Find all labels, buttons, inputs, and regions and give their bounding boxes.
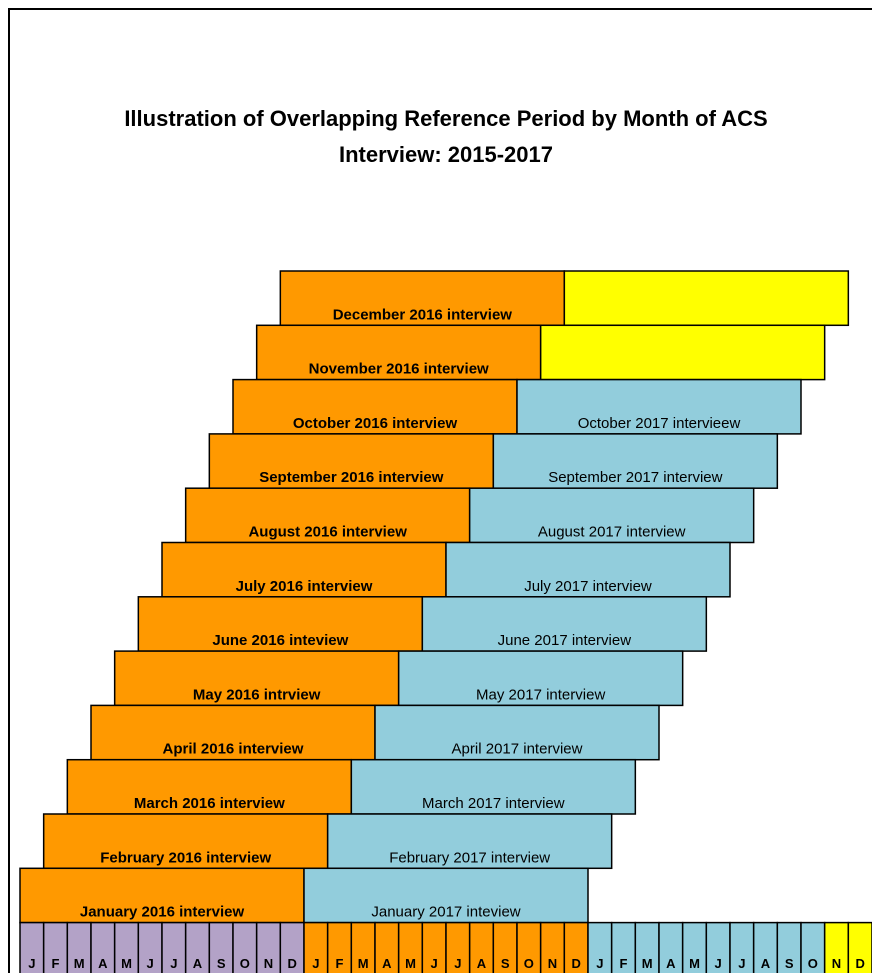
bar-2016 (208, 433, 495, 489)
month-letter: D (287, 956, 296, 971)
month-letter: D (571, 956, 580, 971)
month-letter: F (52, 956, 60, 971)
month-letter: M (689, 956, 700, 971)
month-letter: J (454, 956, 461, 971)
month-letter: J (596, 956, 603, 971)
label-2016: March 2016 interview (134, 795, 285, 812)
month-letter: O (240, 956, 250, 971)
month-letter: J (715, 956, 722, 971)
label-2017: April 2017 interview (452, 741, 583, 758)
month-letter: M (74, 956, 85, 971)
label-2017: May 2017 interview (476, 686, 605, 703)
label-2017: June 2017 interview (498, 632, 632, 649)
label-2016: April 2016 interview (163, 741, 304, 758)
title-line-2: Interview: 2015-2017 (339, 142, 553, 167)
bar-2017 (374, 704, 660, 761)
month-letter: A (98, 956, 108, 971)
month-letter: A (666, 956, 676, 971)
label-2017: September 2017 interview (548, 469, 722, 486)
month-letter: J (28, 956, 35, 971)
bar-2017 (397, 650, 684, 707)
month-letter: J (431, 956, 438, 971)
bar-2017 (445, 541, 731, 598)
month-letter: M (405, 956, 416, 971)
month-letter: A (382, 956, 392, 971)
bar-2017 (492, 433, 779, 489)
label-2016: November 2016 interview (309, 361, 489, 378)
month-letter: O (524, 956, 534, 971)
label-2017: March 2017 interview (422, 795, 565, 812)
month-letter: F (620, 956, 628, 971)
label-2016: May 2016 intrview (193, 686, 321, 703)
month-letter: S (501, 956, 510, 971)
label-2016: June 2016 inteview (212, 632, 348, 649)
bar-2017 (563, 270, 850, 327)
month-letter: F (336, 956, 344, 971)
month-letter: A (477, 956, 487, 971)
label-2016: February 2016 interview (100, 849, 271, 866)
bar-2017 (303, 867, 589, 924)
month-letter: M (642, 956, 653, 971)
bar-2017 (421, 596, 708, 652)
month-letter: N (832, 956, 841, 971)
label-2017: July 2017 interview (524, 578, 652, 595)
label-2016: July 2016 interview (236, 578, 373, 595)
bar-2016 (66, 758, 353, 815)
month-letter: O (808, 956, 818, 971)
bar-2017 (350, 758, 637, 815)
month-letter: M (358, 956, 369, 971)
month-letter: S (785, 956, 794, 971)
bar-2016 (184, 487, 471, 544)
bar-2016 (19, 867, 305, 924)
label-2016: August 2016 interview (248, 524, 407, 541)
bar-2016 (279, 270, 566, 327)
title-line-1: Illustration of Overlapping Reference Pe… (124, 106, 767, 131)
label-2017: January 2017 inteview (371, 904, 520, 921)
label-2017: August 2017 interview (538, 524, 686, 541)
month-letter: S (217, 956, 226, 971)
label-2016: December 2016 interview (333, 306, 513, 323)
bar-2017 (539, 324, 826, 381)
month-letter: D (855, 956, 864, 971)
month-letter: J (738, 956, 745, 971)
month-letter: J (147, 956, 154, 971)
frame (8, 8, 872, 973)
label-2016: October 2016 interview (293, 415, 458, 432)
bar-2016 (42, 813, 329, 870)
month-letter: N (548, 956, 557, 971)
bar-2016 (255, 324, 542, 381)
month-letter: N (264, 956, 273, 971)
label-2017: February 2017 interview (389, 849, 550, 866)
month-letter: A (193, 956, 203, 971)
month-letter: M (121, 956, 132, 971)
bar-2017 (516, 378, 802, 435)
label-2016: September 2016 interview (259, 469, 444, 486)
label-2017: October 2017 intervieew (578, 415, 741, 432)
month-letter: J (312, 956, 319, 971)
bar-2017 (468, 487, 755, 544)
month-letter: A (761, 956, 771, 971)
label-2016: January 2016 interview (80, 904, 245, 921)
bar-2017 (326, 813, 613, 870)
month-letter: J (170, 956, 177, 971)
